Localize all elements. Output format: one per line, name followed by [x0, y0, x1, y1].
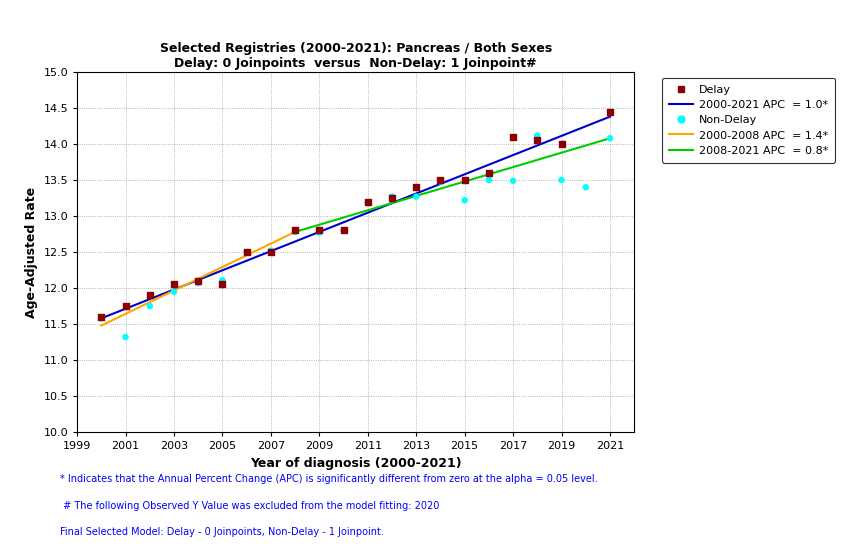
Point — [482, 168, 495, 177]
Point — [337, 226, 351, 235]
Point — [191, 276, 205, 285]
Point — [288, 228, 302, 237]
Point — [361, 199, 375, 208]
Point — [482, 176, 495, 184]
Point — [119, 301, 133, 310]
Point — [264, 248, 278, 257]
Point — [143, 301, 157, 310]
Point — [313, 228, 327, 237]
Legend: Delay, 2000-2021 APC  = 1.0*, Non-Delay, 2000-2008 APC  = 1.4*, 2008-2021 APC  =: Delay, 2000-2021 APC = 1.0*, Non-Delay, … — [662, 78, 835, 162]
Point — [264, 246, 278, 255]
Point — [337, 226, 351, 235]
Text: * Indicates that the Annual Percent Change (APC) is significantly different from: * Indicates that the Annual Percent Chan… — [60, 474, 597, 484]
Point — [410, 192, 423, 201]
Point — [167, 280, 181, 289]
Point — [506, 132, 520, 141]
Point — [530, 131, 544, 140]
Point — [94, 314, 108, 323]
X-axis label: Year of diagnosis (2000-2021): Year of diagnosis (2000-2021) — [250, 456, 461, 470]
Point — [434, 176, 447, 184]
Point — [603, 134, 617, 143]
Point — [385, 192, 399, 201]
Point — [361, 197, 375, 206]
Point — [506, 176, 520, 185]
Point — [240, 248, 254, 257]
Text: Final Selected Model: Delay - 0 Joinpoints, Non-Delay - 1 Joinpoint.: Final Selected Model: Delay - 0 Joinpoin… — [60, 527, 384, 537]
Text: # The following Observed Y Value was excluded from the model fitting: 2020: # The following Observed Y Value was exc… — [60, 501, 440, 511]
Point — [603, 107, 617, 116]
Point — [216, 280, 230, 289]
Point — [119, 332, 133, 341]
Point — [313, 226, 327, 235]
Point — [94, 312, 108, 321]
Point — [434, 177, 447, 186]
Text: Selected Registries (2000-2021): Pancreas / Both Sexes: Selected Registries (2000-2021): Pancrea… — [159, 42, 552, 54]
Point — [191, 279, 205, 288]
Text: Delay: 0 Joinpoints  versus  Non-Delay: 1 Joinpoint#: Delay: 0 Joinpoints versus Non-Delay: 1 … — [174, 57, 537, 70]
Point — [167, 287, 181, 296]
Point — [554, 176, 568, 184]
Point — [530, 136, 544, 145]
Y-axis label: Age-Adjusted Rate: Age-Adjusted Rate — [25, 187, 38, 317]
Point — [288, 226, 302, 235]
Point — [385, 193, 399, 202]
Point — [458, 176, 471, 184]
Point — [240, 248, 254, 257]
Point — [216, 276, 230, 285]
Point — [458, 196, 471, 204]
Point — [410, 183, 423, 192]
Point — [578, 183, 592, 192]
Point — [143, 291, 157, 300]
Point — [554, 140, 568, 148]
